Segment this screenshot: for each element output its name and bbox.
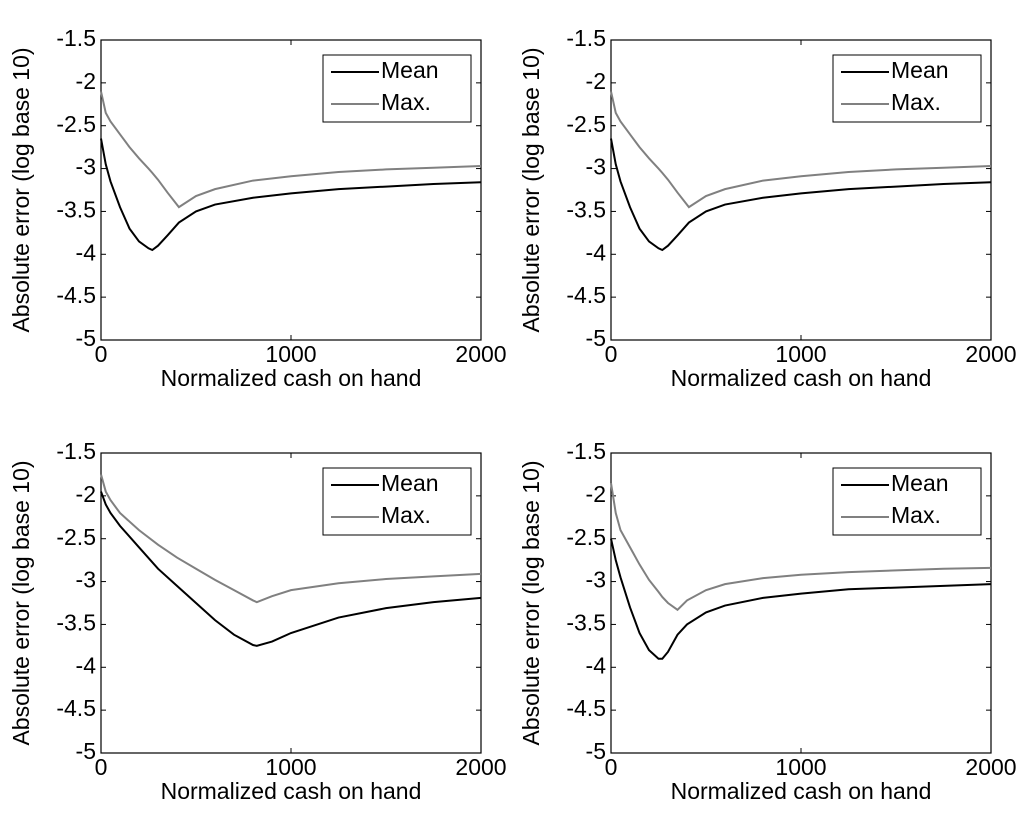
legend-label: Max. (891, 89, 941, 115)
y-tick-label: -4.5 (56, 282, 96, 308)
x-tick-label: 1000 (265, 754, 316, 780)
legend-label: Mean (381, 470, 439, 496)
y-tick-label: -4 (586, 652, 607, 678)
legend-box (832, 467, 982, 536)
legend-label: Mean (891, 57, 949, 83)
y-tick-label: -2 (76, 481, 96, 507)
y-tick-label: -1.5 (566, 25, 606, 51)
y-tick-label: -1.5 (56, 438, 96, 464)
y-tick-label: -4 (586, 239, 607, 265)
y-axis-label: Absolute error (log base 10) (8, 460, 34, 745)
y-tick-label: -3 (586, 154, 606, 180)
x-tick-label: 2000 (965, 341, 1016, 367)
y-tick-label: -4 (76, 239, 97, 265)
x-axis-label: Normalized cash on hand (671, 778, 932, 804)
x-axis-label: Normalized cash on hand (671, 365, 932, 391)
y-tick-label: -5 (76, 738, 96, 764)
x-tick-label: 1000 (775, 341, 826, 367)
legend-box (322, 467, 472, 536)
x-tick-label: 0 (95, 341, 108, 367)
y-tick-label: -5 (586, 325, 606, 351)
y-tick-label: -4 (76, 652, 97, 678)
y-tick-label: -3 (76, 154, 96, 180)
y-tick-label: -3.5 (566, 197, 606, 223)
y-tick-label: -5 (586, 738, 606, 764)
y-tick-label: -3.5 (56, 197, 96, 223)
legend-label: Max. (381, 502, 431, 528)
legend-box (832, 54, 982, 123)
legend-label: Mean (381, 57, 439, 83)
y-tick-label: -4.5 (56, 695, 96, 721)
x-tick-label: 1000 (775, 754, 826, 780)
series-line (100, 474, 482, 604)
x-tick-label: 0 (95, 754, 108, 780)
legend-label: Max. (381, 89, 431, 115)
legend-label: Mean (891, 470, 949, 496)
y-tick-label: -3 (76, 567, 96, 593)
y-tick-label: -2 (586, 481, 606, 507)
x-tick-label: 0 (605, 341, 618, 367)
series-line (100, 91, 482, 209)
y-tick-label: -1.5 (56, 25, 96, 51)
y-tick-label: -3.5 (56, 610, 96, 636)
x-tick-label: 2000 (965, 754, 1016, 780)
y-tick-label: -2 (586, 68, 606, 94)
legend-label: Max. (891, 502, 941, 528)
y-tick-label: -2.5 (56, 111, 96, 137)
series-line (610, 538, 992, 660)
x-tick-label: 0 (605, 754, 618, 780)
series-line (100, 138, 482, 252)
y-tick-label: -3.5 (566, 610, 606, 636)
x-tick-label: 2000 (455, 341, 506, 367)
y-tick-label: -2.5 (566, 111, 606, 137)
y-tick-label: -1.5 (566, 438, 606, 464)
x-axis-label: Normalized cash on hand (161, 365, 422, 391)
y-tick-label: -2.5 (566, 524, 606, 550)
series-line (610, 482, 992, 612)
y-axis-label: Absolute error (log base 10) (518, 47, 544, 332)
y-tick-label: -3 (586, 567, 606, 593)
y-tick-label: -5 (76, 325, 96, 351)
x-axis-label: Normalized cash on hand (161, 778, 422, 804)
y-axis-label: Absolute error (log base 10) (518, 460, 544, 745)
y-tick-label: -4.5 (566, 282, 606, 308)
y-axis-label: Absolute error (log base 10) (8, 47, 34, 332)
legend-box (322, 54, 472, 123)
series-line (610, 138, 992, 252)
y-tick-label: -2 (76, 68, 96, 94)
y-tick-label: -2.5 (56, 524, 96, 550)
series-line (610, 91, 992, 209)
series-line (100, 491, 482, 647)
y-tick-label: -4.5 (566, 695, 606, 721)
x-tick-label: 2000 (455, 754, 506, 780)
x-tick-label: 1000 (265, 341, 316, 367)
